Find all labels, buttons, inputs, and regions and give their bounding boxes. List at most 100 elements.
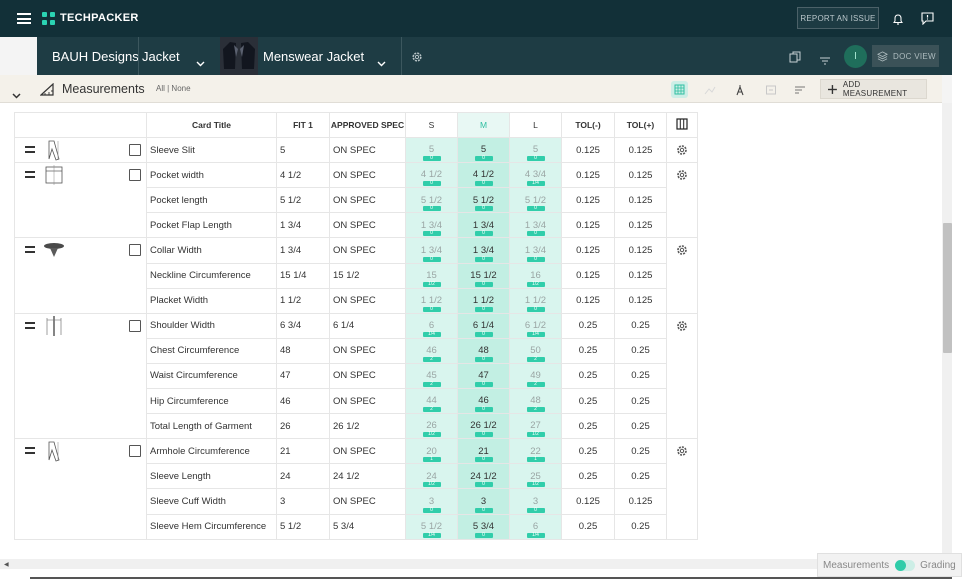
columns-icon[interactable] [666,111,698,139]
size-s-cell[interactable]: 15 1/2 [405,262,458,289]
gear-icon[interactable] [676,445,688,457]
tol-plus-value[interactable]: 0.125 [614,287,667,314]
tol-minus-value[interactable]: 0.125 [561,162,615,189]
size-s-cell[interactable]: 45 2 [405,362,458,390]
tol-minus-value[interactable]: 0.25 [561,413,615,440]
fit-value[interactable]: 3 [276,488,330,515]
approved-spec-value[interactable]: ON SPEC [329,388,406,415]
tol-minus-value[interactable]: 0.125 [561,237,615,264]
select-filter[interactable]: All | None [156,84,191,93]
approved-spec-value[interactable]: ON SPEC [329,137,406,164]
fit-value[interactable]: 46 [276,388,330,415]
size-m-cell[interactable]: 26 1/2 0 [457,413,510,440]
sketch-thumbnail[interactable] [43,440,65,462]
tol-minus-value[interactable]: 0.125 [561,187,615,214]
copy-icon[interactable] [789,50,801,63]
fit-value[interactable]: 5 [276,137,330,164]
gear-icon[interactable] [411,50,423,62]
fit-value[interactable]: 1 3/4 [276,212,330,239]
header-size-s[interactable]: S [405,111,458,139]
size-s-cell[interactable]: 4 1/2 0 [405,162,458,189]
export-icon[interactable] [765,83,777,95]
size-m-cell[interactable]: 6 1/4 0 [457,312,510,339]
row-checkbox[interactable] [128,144,141,157]
fit-value[interactable]: 24 [276,463,330,490]
size-l-cell[interactable]: 1 1/2 0 [509,287,562,314]
fit-value[interactable]: 21 [276,438,330,465]
header-fit[interactable]: FIT 1 [276,111,330,139]
measurement-name[interactable]: Pocket Flap Length [146,212,277,239]
approved-spec-value[interactable]: 26 1/2 [329,413,406,440]
drag-handle-icon[interactable] [25,171,35,179]
approved-spec-value[interactable]: ON SPEC [329,212,406,239]
fit-value[interactable]: 5 1/2 [276,513,330,540]
doc-view-button[interactable]: DOC VIEW [872,45,939,67]
measurement-name[interactable]: Pocket length [146,187,277,214]
size-m-cell[interactable]: 46 0 [457,388,510,415]
measurement-name[interactable]: Hip Circumference [146,388,277,415]
size-l-cell[interactable]: 6 1/2 1/4 [509,312,562,339]
header-size-l[interactable]: L [509,111,562,139]
measurement-name[interactable]: Collar Width [146,237,277,264]
feedback-icon[interactable] [921,12,934,26]
tol-plus-value[interactable]: 0.25 [614,362,667,390]
tol-plus-value[interactable]: 0.125 [614,187,667,214]
tol-plus-value[interactable]: 0.25 [614,312,667,339]
tol-minus-value[interactable]: 0.25 [561,362,615,390]
measurement-name[interactable]: Total Length of Garment [146,413,277,440]
mode-switch[interactable] [895,559,916,571]
size-m-cell[interactable]: 1 3/4 0 [457,237,510,264]
tol-plus-value[interactable]: 0.125 [614,162,667,189]
approved-spec-value[interactable]: 5 3/4 [329,513,406,540]
tol-minus-value[interactable]: 0.125 [561,262,615,289]
grid-view-toggle[interactable] [671,81,688,98]
approved-spec-value[interactable]: ON SPEC [329,438,406,465]
fit-value[interactable]: 4 1/2 [276,162,330,189]
scroll-left-icon[interactable]: ◀ [4,562,9,568]
approved-spec-value[interactable]: ON SPEC [329,187,406,214]
approved-spec-value[interactable]: 24 1/2 [329,463,406,490]
menu-icon[interactable] [17,13,31,24]
size-l-cell[interactable]: 6 1/4 [509,513,562,540]
size-l-cell[interactable]: 25 1/2 [509,463,562,490]
fit-value[interactable]: 1 1/2 [276,287,330,314]
filter-icon[interactable] [820,52,830,65]
tol-minus-value[interactable]: 0.25 [561,463,615,490]
size-m-cell[interactable]: 15 1/2 0 [457,262,510,289]
size-s-cell[interactable]: 1 1/2 0 [405,287,458,314]
mode-measurements-label[interactable]: Measurements [823,559,890,571]
size-m-cell[interactable]: 48 0 [457,337,510,364]
row-checkbox[interactable] [128,445,141,458]
gear-icon[interactable] [676,320,688,332]
measurement-name[interactable]: Waist Circumference [146,362,277,390]
tol-plus-value[interactable]: 0.25 [614,388,667,415]
sketch-thumbnail[interactable] [43,239,65,261]
approved-spec-value[interactable]: ON SPEC [329,488,406,515]
size-l-cell[interactable]: 49 2 [509,362,562,390]
drag-handle-icon[interactable] [25,447,35,455]
fit-value[interactable]: 47 [276,362,330,390]
product-thumbnail[interactable] [220,37,258,75]
measurement-name[interactable]: Placket Width [146,287,277,314]
breadcrumb-product[interactable]: Menswear Jacket [263,49,365,64]
tol-minus-value[interactable]: 0.125 [561,287,615,314]
tol-minus-value[interactable]: 0.125 [561,212,615,239]
size-l-cell[interactable]: 1 3/4 0 [509,237,562,264]
drag-handle-icon[interactable] [25,321,35,329]
size-s-cell[interactable]: 6 1/4 [405,312,458,339]
size-l-cell[interactable]: 22 1 [509,438,562,465]
measurement-name[interactable]: Sleeve Slit [146,137,277,164]
size-l-cell[interactable]: 48 2 [509,388,562,415]
gear-icon[interactable] [676,244,688,256]
tol-plus-value[interactable]: 0.125 [614,262,667,289]
breadcrumb-brand[interactable]: BAUH Designs [52,49,139,64]
measurement-name[interactable]: Neckline Circumference [146,262,277,289]
size-s-cell[interactable]: 44 2 [405,388,458,415]
tol-plus-value[interactable]: 0.125 [614,137,667,164]
approved-spec-value[interactable]: ON SPEC [329,237,406,264]
row-checkbox[interactable] [128,169,141,182]
